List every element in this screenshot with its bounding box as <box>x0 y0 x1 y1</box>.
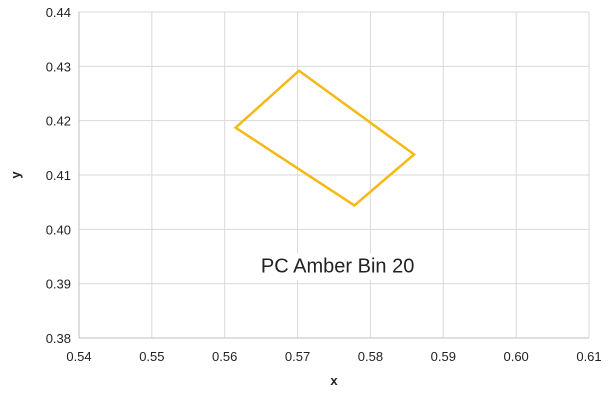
y-tick-label: 0.43 <box>46 59 71 74</box>
x-tick-label: 0.58 <box>358 349 383 364</box>
x-tick-label: 0.54 <box>66 349 91 364</box>
x-tick-label: 0.59 <box>431 349 456 364</box>
y-tick-label: 0.41 <box>46 168 71 183</box>
y-axis-label: y <box>8 171 23 179</box>
x-axis-label: x <box>330 373 338 388</box>
annotation-background <box>256 253 419 280</box>
y-tick-label: 0.38 <box>46 331 71 346</box>
series-layer <box>233 69 417 207</box>
y-tick-label: 0.40 <box>46 222 71 237</box>
axes <box>78 12 589 339</box>
x-tick-label: 0.55 <box>139 349 164 364</box>
x-tick-label: 0.57 <box>285 349 310 364</box>
y-tick-labels: 0.38 0.39 0.40 0.41 0.42 0.43 0.44 <box>46 5 71 346</box>
series-outline-0 <box>233 69 417 207</box>
y-tick-label: 0.39 <box>46 277 71 292</box>
x-tick-labels: 0.54 0.55 0.56 0.57 0.58 0.59 0.60 0.61 <box>66 349 601 364</box>
annotation-layer: PC Amber Bin 20 <box>256 253 419 280</box>
y-tick-label: 0.44 <box>46 5 71 20</box>
x-tick-label: 0.61 <box>576 349 601 364</box>
x-tick-label: 0.56 <box>212 349 237 364</box>
annotation-label: PC Amber Bin 20 <box>261 256 414 278</box>
gridlines <box>79 11 590 338</box>
y-tick-label: 0.42 <box>46 114 71 129</box>
x-tick-label: 0.60 <box>503 349 528 364</box>
